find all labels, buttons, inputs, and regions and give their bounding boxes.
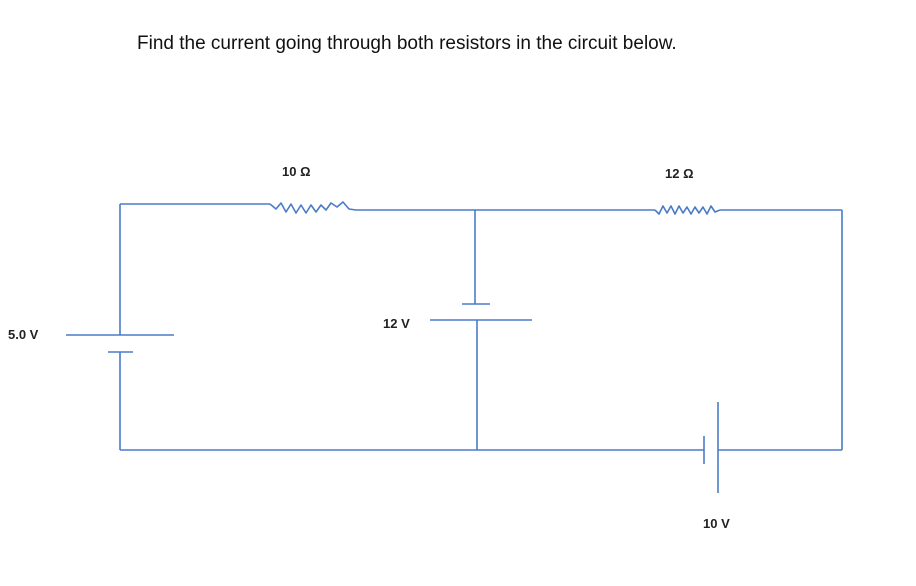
resistor-12-ohm <box>654 205 721 215</box>
resistor-10-ohm-label: 10 Ω <box>282 164 311 179</box>
battery-10v-label: 10 V <box>703 516 730 531</box>
resistor-12-ohm-label: 12 Ω <box>665 166 694 181</box>
battery-12v-label: 12 V <box>383 316 410 331</box>
battery-5v-label: 5.0 V <box>8 327 39 342</box>
resistor-10-ohm <box>269 201 364 214</box>
question-text: Find the current going through both resi… <box>137 33 677 54</box>
